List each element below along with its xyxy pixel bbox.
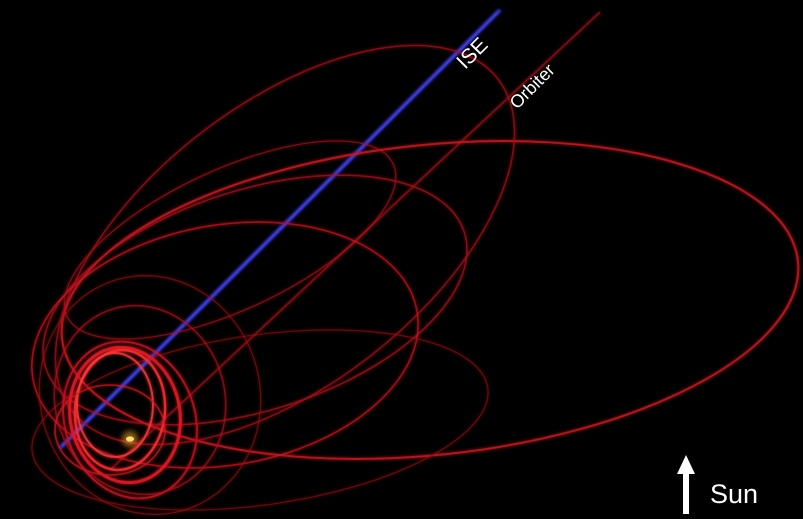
sun-indicator: Sun <box>677 455 758 514</box>
sun-label: Sun <box>710 479 758 509</box>
orbit-path <box>63 140 397 340</box>
orbit-path <box>31 221 419 469</box>
orbit-path <box>60 140 800 460</box>
orbit-path <box>54 384 166 476</box>
orbit-path <box>54 44 516 446</box>
orbit-path <box>42 174 468 426</box>
orbit-path <box>73 348 167 472</box>
orbit-path <box>38 274 262 516</box>
earth <box>122 431 138 447</box>
orbit-path <box>31 329 489 511</box>
orbit-path <box>62 340 198 500</box>
orbit-group-small <box>38 274 262 516</box>
orbit-path <box>53 304 227 496</box>
arrow-up-icon <box>677 455 695 514</box>
orbit-path <box>76 352 154 458</box>
orbit-path <box>68 345 182 485</box>
ise-track <box>58 8 502 450</box>
